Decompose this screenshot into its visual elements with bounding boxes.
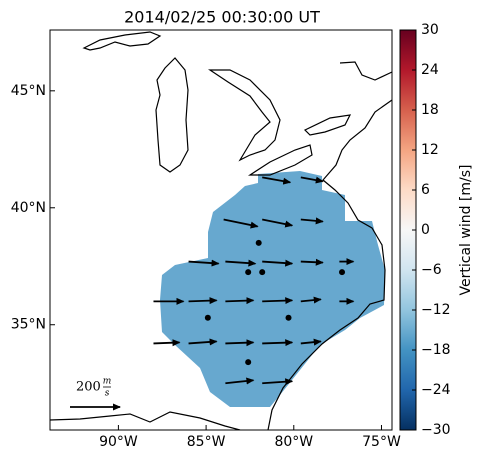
colorbar-label: Vertical wind [m/s] [458, 165, 474, 296]
x-tick-label: 80°W [274, 434, 313, 450]
colorbar-tick-label: −18 [421, 342, 451, 358]
wind-vector [225, 377, 255, 385]
colorbar-tick-label: 12 [421, 142, 439, 158]
y-tick-label: 35°N [11, 317, 46, 333]
wind-vector [300, 176, 324, 184]
wind-vector [188, 259, 220, 267]
wind-dot [255, 239, 262, 246]
wind-vector [262, 176, 292, 185]
colorbar-tick-label: −30 [421, 422, 451, 438]
scale-unit-num: m [103, 377, 112, 387]
wind-dot [204, 314, 211, 321]
wind-dot [339, 269, 346, 276]
coastline [82, 31, 162, 51]
coastline [339, 61, 392, 81]
coastline [208, 69, 281, 162]
wind-vector [223, 218, 259, 229]
y-tick-label: 45°N [11, 83, 46, 99]
wind-vector [225, 297, 255, 305]
wind-vector [262, 218, 294, 228]
wind-dot [245, 359, 252, 366]
wind-dot [245, 269, 252, 276]
map-frame [49, 29, 393, 431]
colorbar-tick-label: 18 [421, 102, 439, 118]
colorbar-tick-label: 6 [421, 182, 430, 198]
wind-vector [188, 338, 218, 346]
wind-dot [259, 269, 266, 276]
x-tick-label: 90°W [99, 434, 138, 450]
x-tick-label: 75°W [362, 434, 401, 450]
coastline [247, 144, 313, 176]
colorbar-tick-label: 30 [421, 22, 439, 38]
wind-vector [225, 339, 255, 347]
colorbar-tick-label: −6 [421, 262, 442, 278]
coastline [50, 411, 241, 430]
coastline [303, 114, 352, 136]
title: 2014/02/25 00:30:00 UT [124, 8, 320, 27]
wind-dot [285, 314, 292, 321]
coastline [155, 57, 189, 173]
coastline [267, 99, 392, 430]
wind-vector [262, 297, 294, 305]
wind-vector [262, 339, 294, 347]
scale-value: 200 [76, 380, 101, 395]
wind-vector [300, 338, 322, 346]
colorbar-tick-label: 0 [421, 222, 430, 238]
wind-vector [300, 258, 324, 266]
scale-unit-den: s [105, 389, 110, 399]
y-tick-label: 40°N [11, 200, 46, 216]
x-tick-label: 85°W [187, 434, 226, 450]
wind-vector [300, 217, 324, 225]
wind-vector [188, 297, 218, 305]
wind-vector [153, 339, 181, 347]
wind-vector [225, 259, 257, 267]
wind-vector [262, 378, 294, 386]
wind-vector [262, 259, 294, 267]
wind-vector [300, 296, 322, 304]
map [50, 31, 392, 430]
vertical-wind-field [160, 171, 385, 407]
colorbar-tick-label: −12 [421, 302, 451, 318]
colorbar-tick-label: 24 [421, 62, 439, 78]
colorbar-tick-label: −24 [421, 382, 451, 398]
